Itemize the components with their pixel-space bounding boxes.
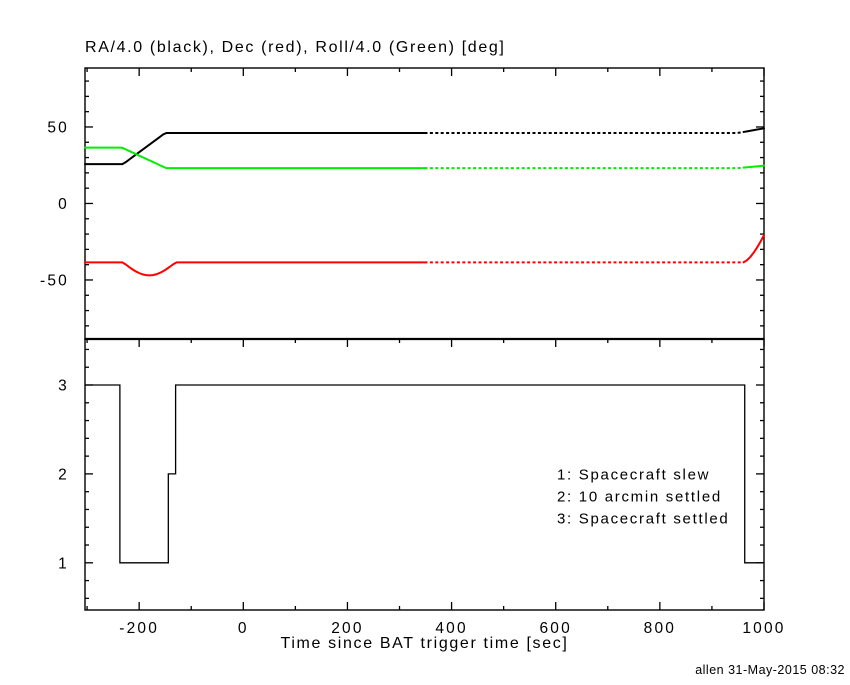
svg-text:0: 0: [238, 620, 249, 637]
svg-text:-200: -200: [119, 620, 159, 637]
svg-text:0: 0: [58, 196, 69, 213]
svg-text:50: 50: [47, 119, 69, 136]
svg-text:RA/4.0 (black), Dec (red), Rol: RA/4.0 (black), Dec (red), Roll/4.0 (Gre…: [85, 39, 506, 56]
svg-text:1: Spacecraft slew: 1: Spacecraft slew: [557, 467, 710, 484]
svg-text:Time since BAT trigger time [s: Time since BAT trigger time [sec]: [281, 635, 569, 652]
svg-text:3: Spacecraft settled: 3: Spacecraft settled: [557, 511, 729, 528]
svg-text:800: 800: [644, 620, 676, 637]
svg-text:2: 2: [58, 466, 69, 483]
svg-text:-50: -50: [40, 272, 69, 289]
svg-text:allen 31-May-2015 08:32: allen 31-May-2015 08:32: [695, 663, 845, 677]
svg-text:1000: 1000: [742, 620, 785, 637]
svg-text:2: 10 arcmin settled: 2: 10 arcmin settled: [557, 489, 722, 506]
svg-text:3: 3: [58, 378, 69, 395]
svg-text:1: 1: [58, 555, 69, 572]
